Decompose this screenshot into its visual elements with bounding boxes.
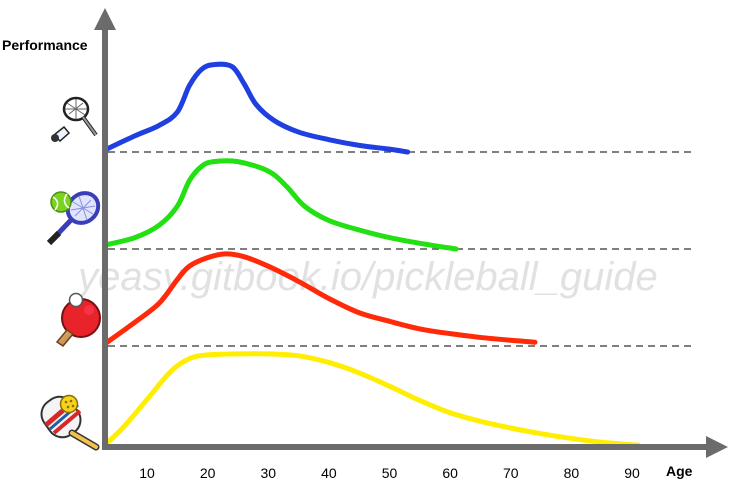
baselines [108, 151, 695, 347]
series-line [102, 61, 411, 155]
series-layer [102, 61, 641, 448]
series-line [102, 251, 538, 347]
x-axis-label: Age [666, 463, 693, 479]
x-tick-label: 10 [139, 465, 155, 481]
x-tick-label: 60 [442, 465, 458, 481]
watermark: yeasy.gitbook.io/pickleball_guide [75, 255, 658, 299]
y-axis-label: Performance [2, 37, 88, 53]
badminton-racket-icon [51, 96, 98, 143]
y-axis-arrowhead [94, 8, 116, 30]
x-tick-labels: 10 20 30 40 50 60 70 80 90 [139, 465, 640, 481]
tennis-racket-icon [46, 191, 101, 246]
x-tick-label: 30 [260, 465, 276, 481]
x-tick-label: 40 [321, 465, 337, 481]
x-tick-label: 20 [200, 465, 216, 481]
x-tick-label: 70 [503, 465, 519, 481]
x-tick-label: 50 [382, 465, 398, 481]
x-axis-arrowhead [706, 436, 728, 458]
x-tick-label: 90 [624, 465, 640, 481]
x-tick-label: 80 [564, 465, 580, 481]
series-line [102, 351, 641, 448]
axes [94, 8, 728, 458]
pickleball-paddle-icon [40, 394, 100, 451]
ping-pong-paddle-icon [55, 292, 101, 347]
series-line [102, 158, 459, 252]
